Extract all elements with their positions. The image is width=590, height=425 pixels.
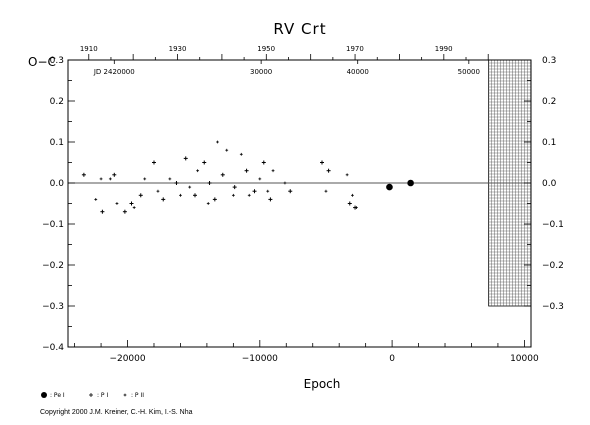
y-tick-label-left: −0.4 [42, 343, 64, 353]
point-p-ii [206, 202, 210, 205]
legend: : Pe I : P I : P II [41, 392, 144, 399]
y-tick-label-right: −0.1 [542, 220, 564, 230]
point-p-ii [143, 177, 147, 181]
x-tick-label: −20000 [109, 354, 145, 364]
jd-label: JD 2420000 [93, 68, 135, 76]
y-axis-label: O−C [28, 55, 56, 69]
x-axis-label: Epoch [304, 377, 341, 391]
y-tick-label-right: 0.2 [542, 97, 556, 107]
y-tick-label-left: −0.3 [42, 302, 64, 312]
top-year-label: 1990 [435, 45, 453, 53]
point-p-ii [115, 202, 119, 205]
point-p-ii [94, 198, 98, 201]
y-tick-label-left: 0.1 [50, 138, 64, 148]
jd-label: 50000 [458, 68, 480, 76]
point-p-i [129, 201, 134, 206]
point-p-ii [156, 189, 160, 193]
point-p-ii [225, 148, 229, 152]
point-p-i [174, 181, 179, 185]
plot-frame-group [67, 59, 532, 348]
point-p-i [244, 168, 249, 173]
x-tick-label: 0 [389, 354, 395, 364]
point-p-i [347, 201, 352, 206]
legend-marker-pe-i [41, 392, 47, 398]
point-p-i [202, 160, 207, 165]
top-year-label: 1930 [169, 45, 187, 53]
y-tick-label-left: 0.3 [50, 56, 64, 66]
point-p-ii [258, 177, 262, 181]
top-year-label: 1910 [80, 45, 98, 53]
chart-title: RV Crt [273, 20, 326, 38]
point-p-i [183, 156, 188, 161]
point-p-i [261, 160, 266, 165]
point-p-i [122, 209, 127, 214]
point-p-ii [168, 177, 172, 181]
point-p-ii [99, 177, 103, 181]
point-p-i [252, 189, 257, 194]
plot-frame [67, 59, 532, 348]
point-p-i [161, 197, 166, 202]
y-tick-label-left: 0.0 [50, 179, 65, 189]
point-p-ii [345, 173, 349, 177]
y-tick-label-left: −0.1 [42, 220, 64, 230]
legend-label: : P II [131, 392, 144, 399]
point-p-i [207, 181, 212, 185]
x-tick-label: −10000 [242, 354, 278, 364]
point-pe-i [386, 183, 393, 191]
legend-marker-p-ii [123, 393, 127, 397]
y-tick-label-right: −0.2 [542, 261, 564, 271]
point-p-ii [239, 152, 243, 156]
y-tick-label-left: 0.2 [50, 97, 64, 107]
y-tick-label-left: −0.2 [42, 261, 64, 271]
point-p-i [151, 160, 156, 165]
point-p-i [192, 193, 197, 198]
jd-label: 40000 [347, 68, 369, 76]
y-tick-label-right: 0.1 [542, 138, 556, 148]
point-p-ii [108, 177, 112, 181]
point-p-ii [247, 193, 251, 197]
point-p-i [81, 172, 86, 177]
y-tick-label-right: −0.3 [542, 302, 564, 312]
point-p-ii [266, 189, 270, 193]
top-year-label: 1970 [346, 45, 364, 53]
legend-label: : P I [97, 392, 108, 399]
top-year-label: 1950 [257, 45, 275, 53]
point-p-i [220, 172, 225, 177]
jd-label: 30000 [250, 68, 272, 76]
legend-marker-p-i [89, 393, 93, 397]
point-p-i [112, 172, 117, 177]
point-p-ii [354, 206, 358, 209]
point-p-ii [132, 206, 136, 209]
point-p-i [232, 185, 237, 190]
point-p-i [326, 168, 331, 173]
point-p-ii [216, 140, 219, 144]
axis-ticks-group [68, 54, 531, 348]
point-p-ii [179, 193, 182, 197]
point-p-ii [188, 185, 192, 189]
point-p-ii [351, 193, 354, 197]
data-points-group [81, 140, 414, 214]
point-p-i [288, 189, 293, 194]
point-p-ii [271, 169, 275, 173]
point-p-ii [196, 169, 200, 173]
point-p-i [212, 197, 217, 202]
point-p-ii [324, 189, 328, 193]
y-tick-label-right: 0.0 [542, 179, 557, 189]
point-pe-i [407, 179, 414, 187]
legend-label: : Pe I [50, 392, 65, 399]
x-tick-label: 10000 [510, 354, 539, 364]
point-p-ii [231, 193, 235, 197]
point-p-i [319, 160, 324, 165]
point-p-i [100, 209, 105, 214]
y-tick-label-right: 0.3 [542, 56, 556, 66]
copyright-text: Copyright 2000 J.M. Kreiner, C.-H. Kim, … [40, 409, 193, 416]
point-p-ii [283, 181, 287, 185]
point-p-i [268, 197, 273, 202]
point-p-i [138, 193, 143, 198]
tick-labels-group: −20000 −10000 0 10000 0.3 0.2 0.1 0.0 −0.1 −0.2 −0… [42, 45, 564, 364]
